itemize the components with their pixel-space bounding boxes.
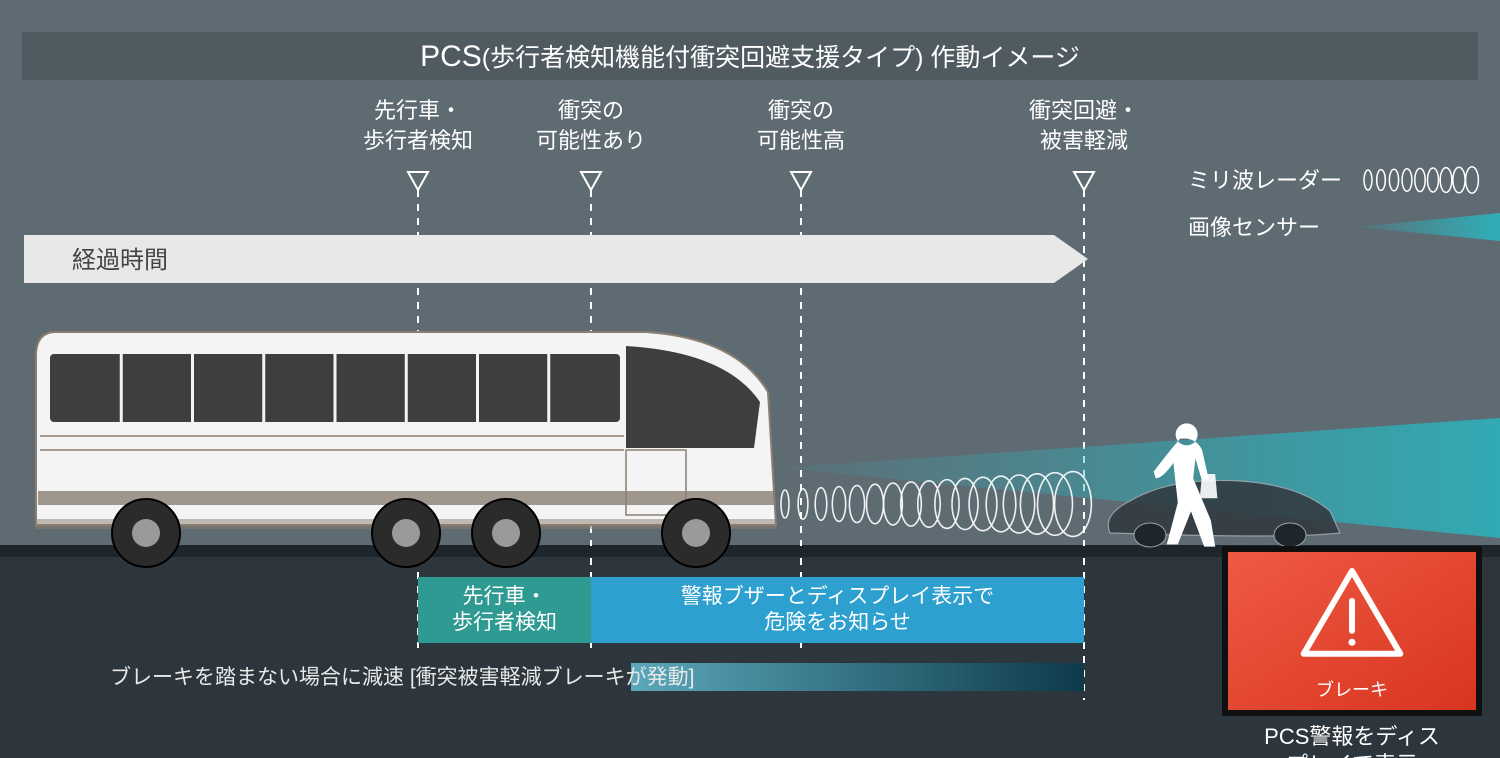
box-warn-l2: 危険をお知らせ: [764, 611, 911, 634]
stage-label-line1: 衝突の: [768, 98, 834, 123]
footnote: ブレーキを踏まない場合に減速 [衝突被害軽減ブレーキが発動]: [110, 666, 695, 689]
box-detect-l1: 先行車・: [463, 585, 547, 608]
stage-label-line2: 可能性高: [757, 128, 845, 153]
box-warn-l1: 警報ブザーとディスプレイ表示で: [681, 585, 995, 608]
stage-label-line2: 可能性あり: [536, 128, 646, 153]
legend-radar-label: ミリ波レーダー: [1188, 168, 1342, 193]
display-caption-l1: PCS警報をディス: [1264, 724, 1440, 749]
time-arrow: [24, 235, 1088, 283]
display-caption-l2: プレイで表示: [1286, 752, 1418, 758]
stage-label-line1: 衝突の: [558, 98, 624, 123]
stage-label-line1: 先行車・: [374, 98, 462, 123]
title: PCS(歩行者検知機能付衝突回避支援タイプ) 作動イメージ: [420, 40, 1080, 73]
stage-label-line2: 被害軽減: [1040, 128, 1128, 153]
box-detect-l2: 歩行者検知: [452, 611, 557, 634]
display-label: ブレーキ: [1316, 679, 1388, 700]
diagram-canvas: PCS(歩行者検知機能付衝突回避支援タイプ) 作動イメージ先行車・歩行者検知衝突…: [0, 0, 1500, 758]
stage-label-line1: 衝突回避・: [1029, 98, 1139, 123]
bus: [36, 332, 776, 567]
warning-exclaim-dot: [1349, 639, 1356, 646]
stage-label-line2: 歩行者検知: [363, 128, 473, 153]
legend-sensor-label: 画像センサー: [1188, 215, 1320, 240]
time-arrow-label: 経過時間: [72, 247, 168, 274]
brake-bar: [631, 663, 1084, 691]
